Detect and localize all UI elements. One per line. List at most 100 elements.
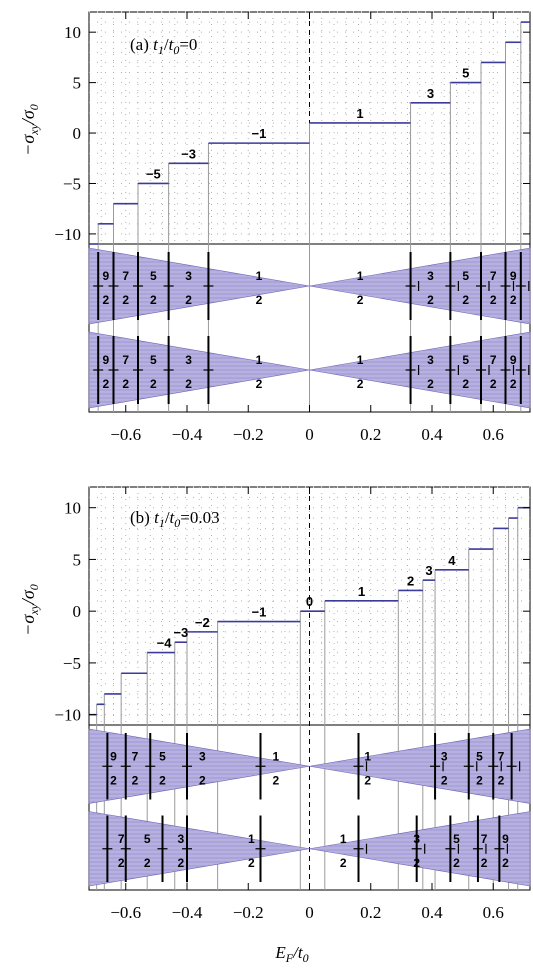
band-fraction-denominator: 2 [256, 377, 263, 391]
plateau-label: 1 [356, 106, 363, 121]
band-fraction-numerator: 1 [248, 832, 255, 846]
band-fraction-numerator: 9 [110, 749, 117, 763]
band-fraction-denominator: 2 [490, 293, 497, 307]
x-tick-label: −0.2 [233, 425, 264, 444]
band-fraction-numerator: 5 [144, 832, 151, 846]
band-fraction-numerator: 7 [118, 832, 125, 846]
x-tick-label: −0.4 [172, 425, 203, 444]
panel-a-x-ticks: −0.6 −0.4 −0.2 0 0.2 0.4 0.6 [110, 12, 504, 444]
band-fraction-numerator: 3 [427, 353, 434, 367]
y-tick-label: −10 [54, 706, 81, 725]
band-cone-right [309, 331, 531, 409]
band-fraction-denominator: 2 [199, 773, 206, 787]
band-fraction-numerator: 1 [357, 269, 364, 283]
band-fraction-numerator: 9 [510, 353, 517, 367]
x-tick-label: −0.6 [110, 425, 141, 444]
band-fraction-denominator: 2 [150, 377, 157, 391]
band-fraction-denominator: 2 [159, 773, 166, 787]
band-fraction-denominator: 2 [122, 377, 129, 391]
plateau-label: −5 [146, 166, 161, 181]
y-tick-label: 0 [73, 602, 82, 621]
band-fraction-denominator: 2 [441, 773, 448, 787]
band-fraction-denominator: 2 [340, 856, 347, 870]
band-fraction-denominator: 2 [110, 773, 117, 787]
x-tick-label: 0 [305, 903, 314, 922]
band-fraction-numerator: 5 [462, 269, 469, 283]
band-fraction-denominator: 2 [498, 773, 505, 787]
band-cone-left [88, 811, 310, 887]
band-fraction-denominator: 2 [490, 377, 497, 391]
band-fraction-numerator: 5 [453, 832, 460, 846]
x-tick-label: −0.4 [172, 903, 203, 922]
plateau-label: 0 [306, 594, 313, 609]
panel-a-y-axis-label: −σxy/σ0 [18, 104, 41, 156]
band-fraction-denominator: 2 [510, 377, 517, 391]
band-fraction-denominator: 2 [357, 293, 364, 307]
plateau-label: 3 [425, 563, 432, 578]
band-fraction-numerator: 5 [150, 353, 157, 367]
band-fraction-denominator: 2 [476, 773, 483, 787]
band-cone-left [88, 728, 310, 804]
band-fraction-numerator: 7 [498, 749, 505, 763]
band-fraction-denominator: 2 [103, 377, 110, 391]
y-tick-label: 5 [73, 74, 82, 93]
band-fraction-numerator: 3 [199, 749, 206, 763]
band-fraction-denominator: 2 [103, 293, 110, 307]
plateau-label: 4 [448, 553, 456, 568]
band-fraction-numerator: 7 [490, 269, 497, 283]
band-fraction-denominator: 2 [272, 773, 279, 787]
panel-b-x-ticks: −0.6 −0.4 −0.2 0 0.2 0.4 0.6 [110, 487, 504, 922]
band-fraction-denominator: 2 [462, 377, 469, 391]
plateau-label: −4 [157, 636, 173, 651]
band-cone-right [309, 247, 531, 325]
band-cone-right [309, 728, 531, 804]
x-tick-label: 0.4 [421, 903, 443, 922]
plateau-label: 5 [462, 66, 469, 81]
band-fraction-numerator: 3 [413, 832, 420, 846]
plateau-label: 1 [358, 584, 365, 599]
band-fraction-denominator: 2 [122, 293, 129, 307]
band-fraction-denominator: 2 [178, 856, 185, 870]
x-tick-label: 0.2 [360, 425, 381, 444]
plateau-label: −2 [195, 615, 210, 630]
y-tick-label: 10 [64, 499, 81, 518]
x-tick-label: 0 [305, 425, 314, 444]
band-fraction-denominator: 2 [510, 293, 517, 307]
band-fraction-numerator: 1 [272, 749, 279, 763]
x-tick-label: −0.6 [110, 903, 141, 922]
band-fraction-numerator: 1 [256, 269, 263, 283]
band-fraction-denominator: 2 [481, 856, 488, 870]
x-tick-label: 0.4 [421, 425, 443, 444]
band-fraction-numerator: 9 [103, 269, 110, 283]
x-tick-label: −0.2 [233, 903, 264, 922]
x-tick-label: 0.6 [483, 903, 504, 922]
y-tick-label: −5 [63, 654, 81, 673]
x-axis-label: EF/t0 [274, 943, 308, 965]
band-fraction-denominator: 2 [248, 856, 255, 870]
plateau-label: −1 [252, 126, 267, 141]
band-fraction-denominator: 2 [357, 377, 364, 391]
band-fraction-denominator: 2 [427, 293, 434, 307]
band-fraction-denominator: 2 [185, 377, 192, 391]
x-tick-label: 0.6 [483, 425, 504, 444]
panel-b-title: (b) t1/t0=0.03 [130, 508, 220, 530]
band-fraction-numerator: 7 [132, 749, 139, 763]
band-fraction-denominator: 2 [462, 293, 469, 307]
band-fraction-numerator: 5 [476, 749, 483, 763]
y-tick-label: 0 [73, 124, 82, 143]
plateau-label: 3 [427, 86, 434, 101]
band-fraction-denominator: 2 [144, 856, 151, 870]
band-fraction-denominator: 2 [427, 377, 434, 391]
band-fraction-denominator: 2 [453, 856, 460, 870]
band-fraction-numerator: 5 [159, 749, 166, 763]
band-fraction-denominator: 2 [256, 293, 263, 307]
band-fraction-numerator: 7 [481, 832, 488, 846]
plateau-label: −3 [173, 625, 188, 640]
band-fraction-numerator: 3 [441, 749, 448, 763]
y-tick-label: −10 [54, 225, 81, 244]
band-fraction-denominator: 2 [413, 856, 420, 870]
